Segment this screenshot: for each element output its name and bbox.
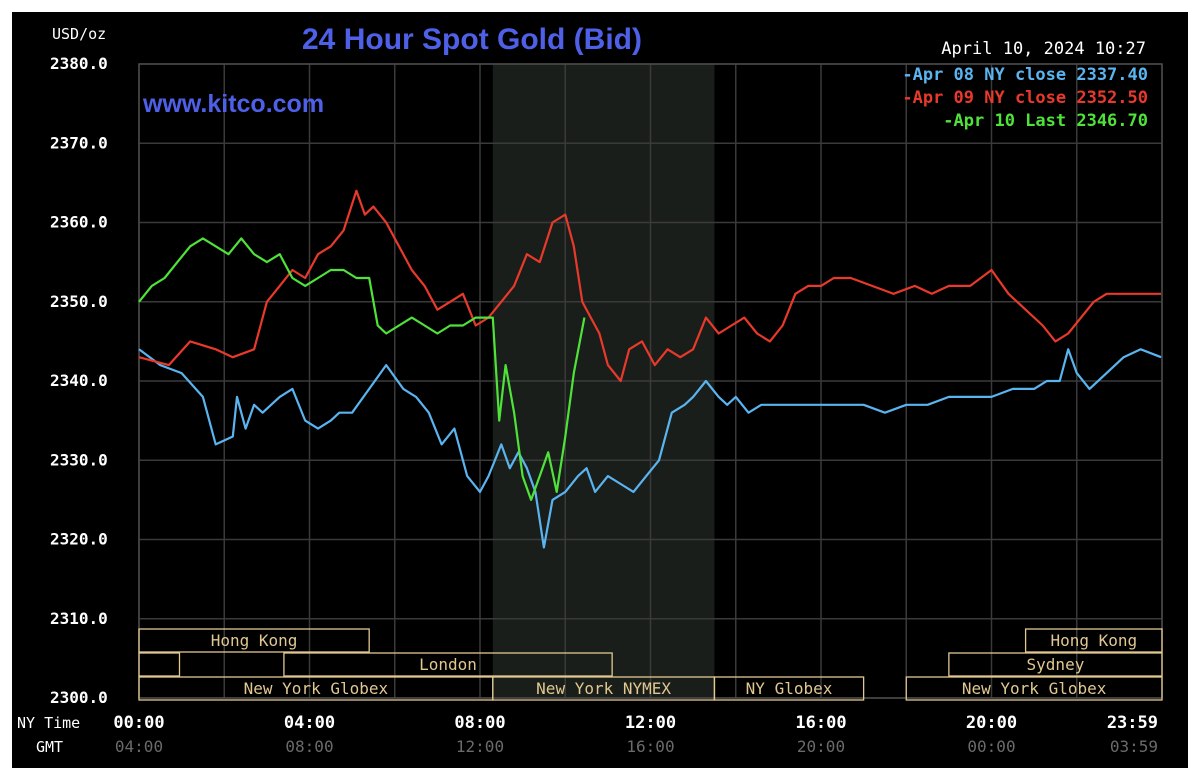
gmt-row-label: GMT xyxy=(36,738,63,756)
session-box xyxy=(1024,628,1163,653)
session-box xyxy=(283,652,613,677)
session-box xyxy=(948,652,1163,677)
series-line-2 xyxy=(138,237,586,501)
y-axis-label: USD/oz xyxy=(52,25,106,43)
legend: -Apr 08 NY close 2337.40 -Apr 09 NY clos… xyxy=(902,65,1148,131)
x-tick-label-ny: 16:00 xyxy=(795,713,846,733)
session-label: Sydney xyxy=(1027,655,1085,674)
x-tick-label-gmt: 00:00 xyxy=(967,737,1015,756)
y-tick-label: 2330.0 xyxy=(50,450,108,469)
y-tick-label: 2310.0 xyxy=(50,609,108,628)
legend-label-apr08: Apr 08 NY close 2337.40 xyxy=(913,65,1148,85)
plot-border xyxy=(138,63,1163,699)
y-tick-label: 2380.0 xyxy=(50,54,108,73)
y-tick-label: 2350.0 xyxy=(50,292,108,311)
x-tick-label-gmt: 04:00 xyxy=(115,737,163,756)
watermark-url: www.kitco.com xyxy=(142,90,324,118)
series-line-0 xyxy=(138,348,1162,549)
legend-entry-apr08: -Apr 08 NY close 2337.40 xyxy=(902,65,1148,85)
x-axis-ticks: 00:00 04:00 08:00 12:00 16:00 20:00 23:59 04:00… xyxy=(113,713,1158,756)
market-sessions: Hong Kong London New York Globex New York N… xyxy=(138,628,1163,701)
x-tick-label-ny: 20:00 xyxy=(966,713,1017,733)
y-tick-label: 2370.0 xyxy=(50,133,108,152)
series-lines xyxy=(138,189,1162,549)
session-label: NY Globex xyxy=(746,679,833,698)
legend-entry-apr09: -Apr 09 NY close 2352.50 xyxy=(902,88,1148,108)
session-label: New York Globex xyxy=(962,679,1107,698)
chart-frame: Hong Kong London New York Globex New York N… xyxy=(12,12,1188,768)
session-label: Hong Kong xyxy=(211,631,298,650)
session-label: New York NYMEX xyxy=(536,679,671,698)
session-box xyxy=(138,652,181,677)
y-tick-label: 2320.0 xyxy=(50,530,108,549)
legend-entry-apr10: -Apr 10 Last 2346.70 xyxy=(943,111,1148,131)
y-tick-label: 2340.0 xyxy=(50,371,108,390)
grid-lines xyxy=(138,63,1163,699)
y-tick-label: 2300.0 xyxy=(50,688,108,707)
x-tick-label-ny: 04:00 xyxy=(284,713,335,733)
ny-time-row-label: NY Time xyxy=(17,714,80,732)
chart-title: 24 Hour Spot Gold (Bid) xyxy=(302,23,642,56)
chart-timestamp: April 10, 2024 10:27 xyxy=(941,39,1146,59)
x-tick-label-ny: 23:59 xyxy=(1107,713,1158,733)
series-line-1 xyxy=(138,189,1162,383)
x-tick-label-gmt: 08:00 xyxy=(285,737,333,756)
x-tick-label-ny: 08:00 xyxy=(454,713,505,733)
session-box xyxy=(138,628,370,653)
x-tick-label-gmt: 20:00 xyxy=(797,737,845,756)
legend-label-apr09: Apr 09 NY close 2352.50 xyxy=(913,88,1148,108)
session-label: London xyxy=(419,655,477,674)
session-box xyxy=(713,676,865,701)
session-label: New York Globex xyxy=(244,679,389,698)
x-tick-label-gmt: 03:59 xyxy=(1110,737,1158,756)
y-axis-ticks: 2380.0 2370.0 2360.0 2350.0 2340.0 2330.0 2320… xyxy=(50,54,108,707)
session-label: Hong Kong xyxy=(1050,631,1137,650)
session-box xyxy=(905,676,1163,701)
x-tick-label-ny: 12:00 xyxy=(625,713,676,733)
y-tick-label: 2360.0 xyxy=(50,213,108,232)
gold-price-chart: Hong Kong London New York Globex New York N… xyxy=(12,12,1188,768)
legend-label-apr10: Apr 10 Last 2346.70 xyxy=(954,111,1148,131)
x-tick-label-ny: 00:00 xyxy=(113,713,164,733)
x-tick-label-gmt: 12:00 xyxy=(456,737,504,756)
x-tick-label-gmt: 16:00 xyxy=(626,737,674,756)
